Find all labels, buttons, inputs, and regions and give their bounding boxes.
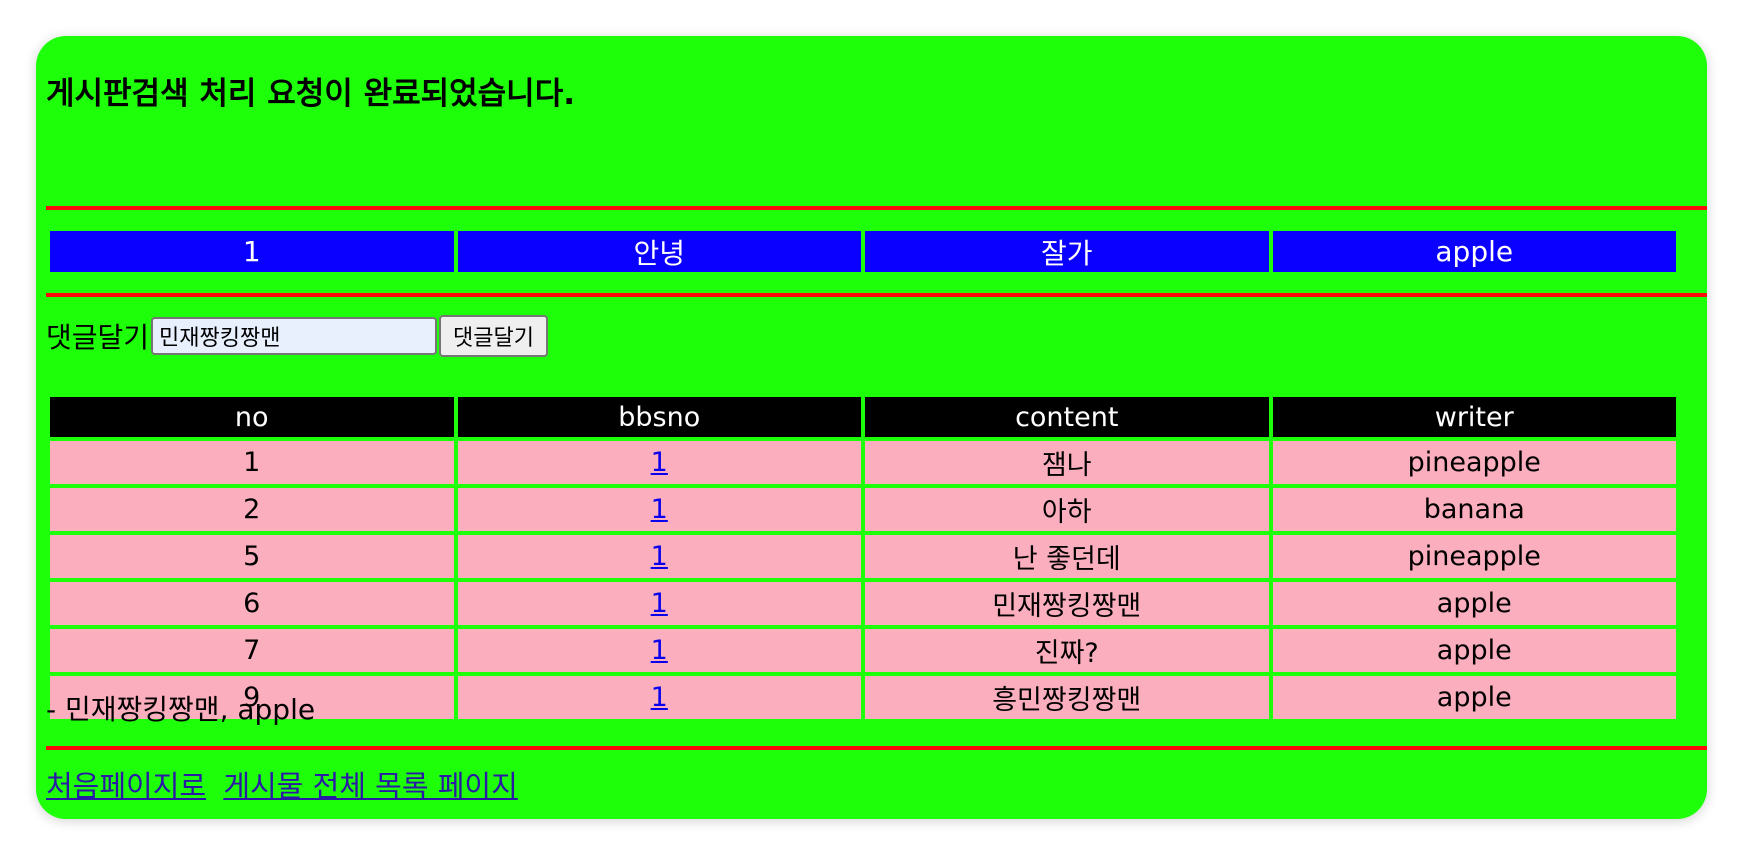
reply-content-cell: 아하 (865, 488, 1269, 531)
reply-writer-cell: apple (1272, 676, 1676, 719)
reply-writer-cell: pineapple (1272, 535, 1676, 578)
bbsno-link[interactable]: 1 (650, 635, 668, 666)
table-row: 7 1 진짜? apple (50, 629, 1676, 672)
reply-bbsno-cell: 1 (457, 441, 861, 484)
reply-input[interactable] (151, 317, 438, 355)
footer-links: 처음페이지로 게시물 전체 목록 페이지 (46, 763, 526, 805)
reply-bbsno-cell: 1 (457, 582, 861, 625)
divider (46, 206, 1707, 210)
first-page-link[interactable]: 처음페이지로 (46, 769, 207, 803)
column-header-writer: writer (1272, 397, 1676, 437)
reply-writer-cell: banana (1272, 488, 1676, 531)
bbsno-link[interactable]: 1 (650, 447, 668, 478)
page-card: 게시판검색 처리 요청이 완료되었습니다. 1 안녕 잘가 apple 댓글달기… (36, 36, 1707, 819)
reply-writer-cell: pineapple (1272, 441, 1676, 484)
table-row: 6 1 민재짱킹짱맨 apple (50, 582, 1676, 625)
reply-content-cell: 진짜? (865, 629, 1269, 672)
divider (46, 293, 1707, 297)
divider (46, 746, 1707, 750)
reply-no-cell: 9 (50, 676, 454, 719)
reply-writer-cell: apple (1272, 629, 1676, 672)
reply-form-label: 댓글달기 (46, 321, 150, 354)
last-reply-text: - 민재짱킹짱맨, apple (46, 693, 316, 726)
list-page-link[interactable]: 게시물 전체 목록 페이지 (223, 769, 518, 803)
bbs-no-cell: 1 (50, 231, 454, 272)
reply-content-cell: 잼나 (865, 441, 1269, 484)
reply-table: no bbsno content writer 1 1 잼나 pineapple… (46, 393, 1680, 723)
table-row: 1 1 잼나 pineapple (50, 441, 1676, 484)
page-title: 게시판검색 처리 요청이 완료되었습니다. (46, 76, 575, 112)
reply-bbsno-cell: 1 (457, 535, 861, 578)
reply-bbsno-cell: 1 (457, 488, 861, 531)
bbsno-link[interactable]: 1 (650, 494, 668, 525)
reply-bbsno-cell: 1 (457, 629, 861, 672)
table-row: 2 1 아하 banana (50, 488, 1676, 531)
reply-no-cell: 2 (50, 488, 454, 531)
bbs-writer-cell: apple (1272, 231, 1676, 272)
reply-content-cell: 민재짱킹짱맨 (865, 582, 1269, 625)
reply-no-cell: 5 (50, 535, 454, 578)
reply-content-cell: 흥민짱킹짱맨 (865, 676, 1269, 719)
bbs-content-cell: 잘가 (865, 231, 1269, 272)
table-row: 9 1 흥민짱킹짱맨 apple (50, 676, 1676, 719)
column-header-bbsno: bbsno (457, 397, 861, 437)
reply-bbsno-cell: 1 (457, 676, 861, 719)
bbsno-link[interactable]: 1 (650, 588, 668, 619)
column-header-content: content (865, 397, 1269, 437)
reply-content-cell: 난 좋던데 (865, 535, 1269, 578)
bbs-title-cell: 안녕 (457, 231, 861, 272)
bbsno-link[interactable]: 1 (650, 682, 668, 713)
reply-writer-cell: apple (1272, 582, 1676, 625)
reply-no-cell: 1 (50, 441, 454, 484)
table-header-row: no bbsno content writer (50, 397, 1676, 437)
bbsno-link[interactable]: 1 (650, 541, 668, 572)
column-header-no: no (50, 397, 454, 437)
reply-no-cell: 6 (50, 582, 454, 625)
reply-form: 댓글달기 댓글달기 (46, 314, 549, 358)
bbs-table: 1 안녕 잘가 apple (46, 227, 1680, 276)
bbs-row: 1 안녕 잘가 apple (50, 231, 1676, 272)
table-row: 5 1 난 좋던데 pineapple (50, 535, 1676, 578)
reply-no-cell: 7 (50, 629, 454, 672)
reply-submit-button[interactable]: 댓글달기 (439, 315, 549, 357)
